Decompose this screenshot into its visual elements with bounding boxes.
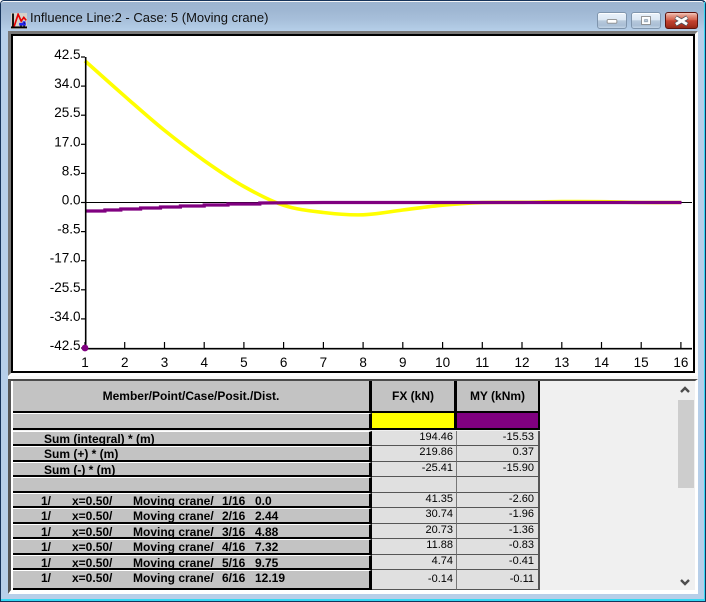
svg-text:10: 10 — [435, 355, 450, 370]
svg-text:12: 12 — [514, 355, 529, 370]
svg-text:4: 4 — [200, 355, 208, 370]
svg-text:17.0: 17.0 — [54, 134, 80, 149]
svg-text:8.5: 8.5 — [62, 163, 81, 178]
svg-text:9: 9 — [399, 355, 407, 370]
svg-text:-42.5: -42.5 — [50, 338, 81, 353]
svg-text:3: 3 — [161, 355, 169, 370]
svg-text:0.0: 0.0 — [62, 193, 81, 208]
svg-text:5: 5 — [240, 355, 248, 370]
svg-text:6: 6 — [280, 355, 288, 370]
svg-text:11: 11 — [475, 355, 489, 370]
svg-text:25.5: 25.5 — [54, 105, 80, 120]
svg-text:14: 14 — [594, 355, 610, 370]
svg-text:-34.0: -34.0 — [50, 309, 81, 324]
svg-text:-8.5: -8.5 — [57, 222, 80, 237]
svg-text:42.5: 42.5 — [54, 47, 80, 62]
svg-text:7: 7 — [320, 355, 328, 370]
svg-text:13: 13 — [554, 355, 569, 370]
svg-text:15: 15 — [634, 355, 649, 370]
svg-text:2: 2 — [121, 355, 129, 370]
svg-text:-17.0: -17.0 — [50, 251, 81, 266]
svg-text:34.0: 34.0 — [54, 76, 80, 91]
svg-text:16: 16 — [673, 355, 688, 370]
svg-text:8: 8 — [359, 355, 367, 370]
svg-text:1: 1 — [81, 355, 89, 370]
svg-text:-25.5: -25.5 — [50, 280, 81, 295]
